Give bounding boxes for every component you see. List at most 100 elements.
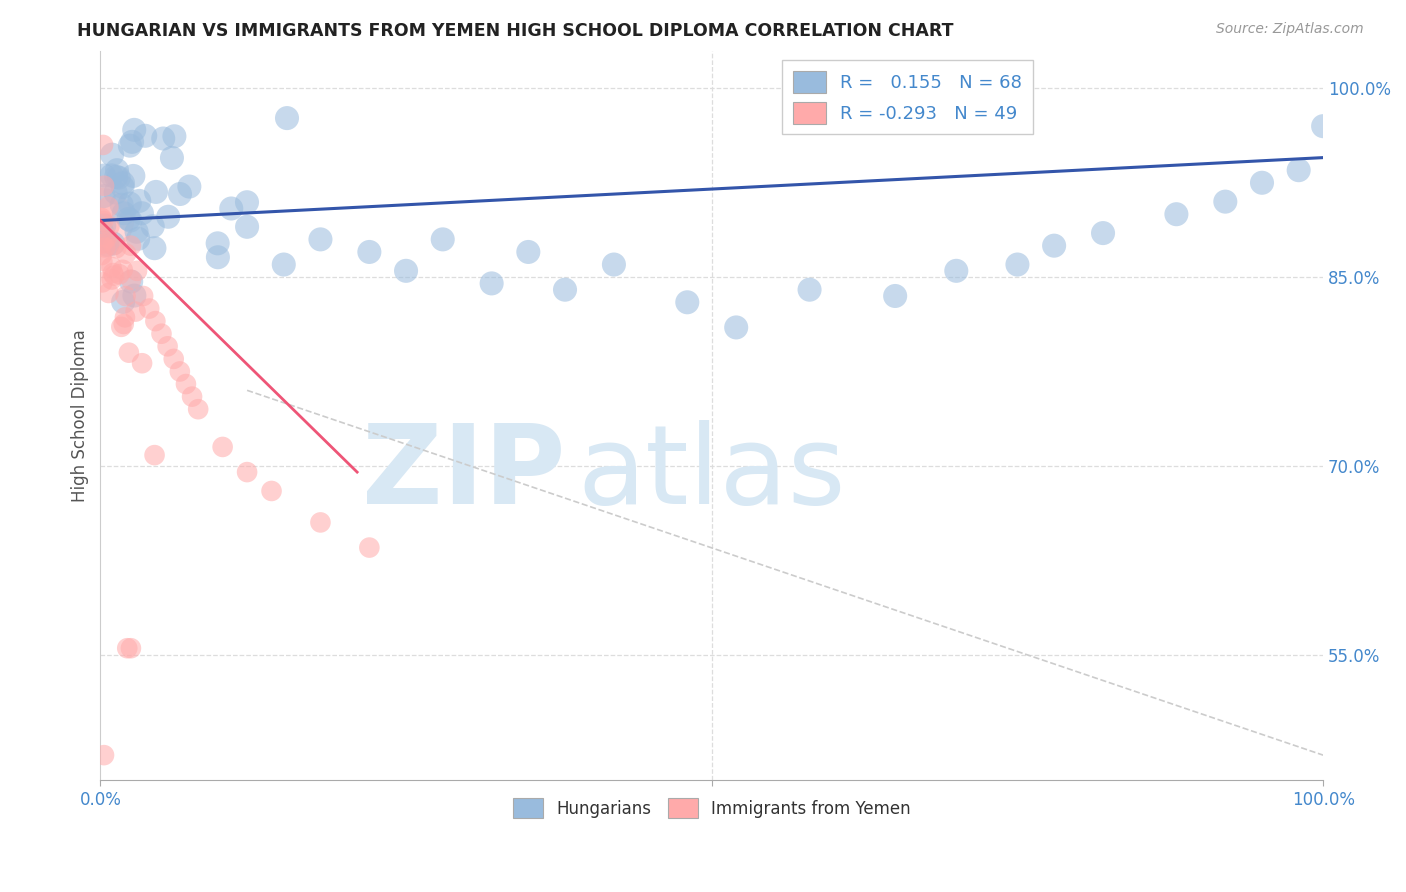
Point: [96, 230, 118, 244]
Point: [125, 264, 148, 278]
Point: [121, 135, 143, 149]
Point: [93, 178, 115, 193]
Point: [169, 364, 191, 378]
Point: [132, 289, 155, 303]
Point: [273, 258, 295, 272]
Point: [120, 275, 142, 289]
Point: [101, 272, 124, 286]
Point: [118, 138, 141, 153]
Point: [207, 250, 229, 264]
Point: [156, 339, 179, 353]
Point: [114, 310, 136, 325]
Point: [134, 128, 156, 143]
Point: [103, 268, 125, 283]
Point: [98, 219, 121, 234]
Point: [112, 294, 135, 309]
Point: [105, 163, 128, 178]
Point: [118, 345, 141, 359]
Point: [90, 237, 112, 252]
Point: [101, 266, 124, 280]
Point: [150, 326, 173, 341]
Point: [104, 186, 127, 200]
Point: [211, 440, 233, 454]
Point: [359, 541, 381, 555]
Point: [110, 319, 132, 334]
Point: [118, 196, 141, 211]
Point: [207, 236, 229, 251]
Point: [96, 237, 118, 252]
Point: [112, 206, 135, 220]
Point: [90, 213, 112, 227]
Point: [122, 169, 145, 183]
Point: [1288, 163, 1310, 178]
Point: [90, 223, 112, 237]
Point: [100, 260, 122, 274]
Point: [117, 641, 139, 656]
Point: [219, 202, 242, 216]
Point: [174, 377, 197, 392]
Point: [603, 258, 626, 272]
Point: [124, 288, 146, 302]
Point: [179, 179, 201, 194]
Point: [187, 402, 209, 417]
Text: Source: ZipAtlas.com: Source: ZipAtlas.com: [1216, 22, 1364, 37]
Point: [94, 241, 117, 255]
Point: [117, 211, 139, 226]
Point: [111, 262, 134, 277]
Point: [93, 748, 115, 763]
Point: [93, 234, 115, 248]
Point: [120, 213, 142, 227]
Point: [122, 123, 145, 137]
Point: [111, 176, 134, 190]
Point: [725, 320, 748, 334]
Point: [142, 219, 165, 234]
Text: HUNGARIAN VS IMMIGRANTS FROM YEMEN HIGH SCHOOL DIPLOMA CORRELATION CHART: HUNGARIAN VS IMMIGRANTS FROM YEMEN HIGH …: [77, 22, 953, 40]
Point: [157, 210, 180, 224]
Point: [276, 111, 298, 125]
Point: [127, 232, 149, 246]
Point: [945, 264, 967, 278]
Point: [124, 304, 146, 318]
Point: [100, 169, 122, 183]
Point: [517, 244, 540, 259]
Text: ZIP: ZIP: [361, 420, 565, 527]
Point: [101, 147, 124, 161]
Point: [105, 241, 128, 255]
Point: [112, 317, 135, 331]
Point: [1166, 207, 1188, 221]
Point: [91, 254, 114, 268]
Point: [120, 238, 142, 252]
Point: [799, 283, 821, 297]
Point: [181, 390, 204, 404]
Point: [260, 483, 283, 498]
Point: [90, 248, 112, 262]
Point: [143, 241, 166, 255]
Point: [359, 244, 381, 259]
Point: [125, 225, 148, 239]
Point: [138, 301, 160, 316]
Point: [1251, 176, 1274, 190]
Point: [93, 219, 115, 233]
Point: [91, 137, 114, 152]
Point: [97, 285, 120, 300]
Point: [115, 246, 138, 260]
Point: [169, 187, 191, 202]
Point: [128, 194, 150, 208]
Point: [101, 236, 124, 251]
Point: [91, 276, 114, 290]
Point: [120, 641, 142, 656]
Point: [120, 273, 142, 287]
Point: [163, 351, 186, 366]
Point: [554, 283, 576, 297]
Point: [108, 267, 131, 281]
Point: [309, 232, 332, 246]
Text: atlas: atlas: [578, 420, 846, 527]
Point: [90, 211, 112, 225]
Point: [111, 198, 134, 212]
Legend: Hungarians, Immigrants from Yemen: Hungarians, Immigrants from Yemen: [505, 789, 920, 827]
Point: [143, 448, 166, 462]
Y-axis label: High School Diploma: High School Diploma: [72, 329, 89, 502]
Point: [432, 232, 454, 246]
Point: [481, 277, 503, 291]
Point: [152, 131, 174, 145]
